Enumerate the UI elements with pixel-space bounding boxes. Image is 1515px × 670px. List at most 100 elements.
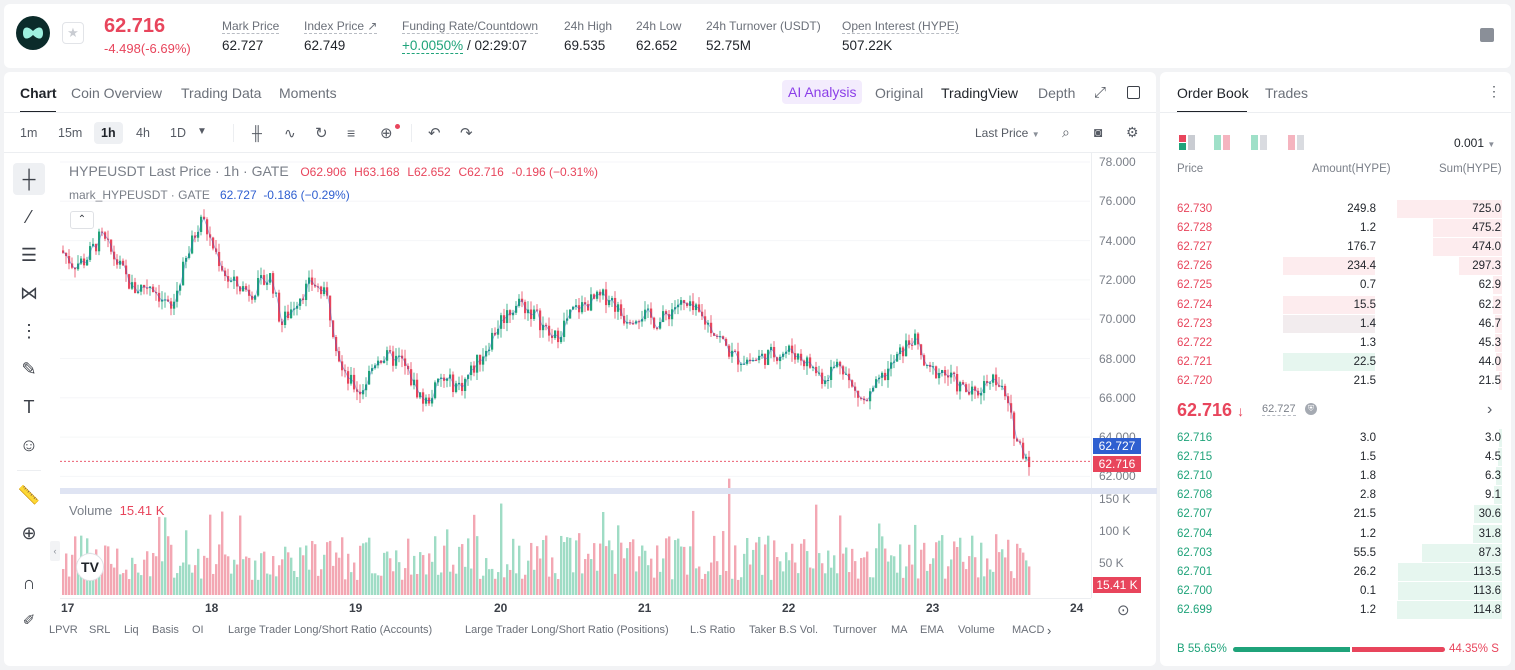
view-asks-only-icon[interactable] (1288, 135, 1305, 150)
ob-expand-chevron-icon[interactable]: › (1487, 401, 1493, 418)
bid-row[interactable]: 62.704 1.2 31.8 (1170, 524, 1502, 543)
volume-bar (290, 557, 293, 595)
ask-row[interactable]: 62.728 1.2 475.2 (1170, 219, 1502, 238)
brush-tool-icon[interactable]: ✎ (21, 359, 37, 379)
template-icon[interactable]: ≡ (347, 125, 356, 141)
trend-line-tool-icon[interactable]: ⁄ (27, 207, 31, 227)
indicator-toggle[interactable]: MACD (1012, 624, 1045, 636)
undo-icon[interactable]: ↶ (428, 125, 441, 142)
compare-icon[interactable]: ↻ (315, 125, 328, 142)
redo-icon[interactable]: ↷ (460, 125, 473, 142)
indicator-scroll-chevron-icon[interactable]: › (1047, 623, 1052, 638)
ask-row[interactable]: 62.724 15.5 62.2 (1170, 295, 1502, 314)
indicators-icon[interactable]: ∿ (284, 125, 296, 141)
indicator-toggle[interactable]: Volume (958, 624, 995, 636)
indicator-toggle[interactable]: Large Trader Long/Short Ratio (Positions… (465, 624, 669, 636)
lock-drawing-tool-icon[interactable]: ✐ (22, 612, 36, 629)
indicator-toggle[interactable]: L.S Ratio (690, 624, 736, 636)
index-price-label[interactable]: Index Price ↗ (304, 19, 378, 34)
settings-gear-icon[interactable]: ⚙ (1126, 124, 1139, 140)
price-source-select[interactable]: Last Price ▼ (975, 126, 1040, 140)
collapse-toolbar-chevron-icon[interactable]: ‹ (50, 541, 60, 561)
tab-moments[interactable]: Moments (279, 85, 337, 101)
indicator-toggle[interactable]: OI (192, 624, 204, 636)
add-indicator-icon[interactable]: ⊕ (380, 125, 393, 142)
indicator-toggle[interactable]: Turnover (833, 624, 877, 636)
bid-row[interactable]: 62.710 1.8 6.3 (1170, 467, 1502, 486)
view-tradingview[interactable]: TradingView (941, 85, 1019, 101)
pane-resize-handle[interactable] (60, 488, 1157, 494)
bid-row[interactable]: 62.708 2.8 9.1 (1170, 486, 1502, 505)
tab-chart[interactable]: Chart (20, 85, 57, 101)
crosshair-tool-icon[interactable]: ┼ (13, 163, 45, 195)
volume-bar (686, 574, 689, 595)
view-depth[interactable]: Depth (1038, 85, 1076, 101)
ob-more-menu-icon[interactable]: ⋮ (1487, 83, 1501, 99)
indicator-toggle[interactable]: EMA (920, 624, 944, 636)
volume-bar (137, 572, 140, 595)
ob-mid-mark[interactable]: 62.727 (1262, 403, 1296, 416)
tf-1d[interactable]: 1D (170, 126, 186, 140)
ask-row[interactable]: 62.723 1.4 46.7 (1170, 314, 1502, 333)
indicator-toggle[interactable]: Large Trader Long/Short Ratio (Accounts) (228, 624, 433, 636)
ruler-tool-icon[interactable]: 📏 (17, 485, 41, 505)
tab-order-book[interactable]: Order Book (1177, 85, 1249, 101)
ask-row[interactable]: 62.725 0.7 62.9 (1170, 276, 1502, 295)
indicator-toggle[interactable]: Taker B.S Vol. (749, 624, 819, 636)
bid-row[interactable]: 62.716 3.0 3.0 (1170, 429, 1502, 447)
ask-row[interactable]: 62.722 1.3 45.3 (1170, 333, 1502, 352)
pattern-tool-icon[interactable]: ⋈ (20, 283, 38, 303)
collapse-legend-button[interactable]: ⌃ (70, 211, 94, 229)
tf-1h[interactable]: 1h (94, 122, 123, 144)
indicator-toggle[interactable]: SRL (89, 624, 111, 636)
guide-book-icon[interactable] (1480, 28, 1494, 42)
ask-row[interactable]: 62.721 22.5 44.0 (1170, 352, 1502, 371)
emoji-tool-icon[interactable]: ☺ (19, 435, 39, 455)
horizontal-lines-tool-icon[interactable]: ☰ (20, 245, 38, 265)
ask-row[interactable]: 62.720 21.5 21.5 (1170, 371, 1502, 390)
indicator-toggle[interactable]: Basis (152, 624, 179, 636)
tab-coin-overview[interactable]: Coin Overview (71, 85, 163, 101)
bid-row[interactable]: 62.707 21.5 30.6 (1170, 505, 1502, 524)
bid-row[interactable]: 62.699 1.2 114.8 (1170, 600, 1502, 619)
favorite-star-icon[interactable]: ★ (62, 22, 84, 44)
tab-trading-data[interactable]: Trading Data (181, 85, 262, 101)
magnet-tool-icon[interactable]: ∩ (22, 573, 36, 593)
search-icon[interactable]: ⌕ (1062, 124, 1070, 140)
tf-1m[interactable]: 1m (20, 126, 38, 140)
tf-dropdown-chevron-icon[interactable]: ▼ (197, 126, 207, 137)
indicator-toggle[interactable]: LPVR (49, 624, 78, 636)
bid-row[interactable]: 62.715 1.5 4.5 (1170, 448, 1502, 467)
tf-4h[interactable]: 4h (136, 126, 150, 140)
fib-tool-icon[interactable]: ⋮ (20, 321, 38, 341)
bid-row[interactable]: 62.700 0.1 113.6 (1170, 581, 1502, 600)
ask-row[interactable]: 62.727 176.7 474.0 (1170, 238, 1502, 257)
view-original[interactable]: Original (875, 85, 924, 101)
ai-analysis-button[interactable]: AI Analysis (782, 80, 863, 104)
mark-info-icon[interactable]: ⛨ (1305, 403, 1317, 415)
window-mode-icon[interactable] (1127, 86, 1140, 99)
price-chart[interactable] (60, 153, 1090, 598)
open-interest-label[interactable]: Open Interest (HYPE) (842, 19, 959, 34)
zoom-in-tool-icon[interactable]: ⊕ (21, 523, 37, 543)
view-both-sides-icon[interactable] (1179, 135, 1196, 150)
tf-15m[interactable]: 15m (58, 126, 83, 140)
funding-rate-label[interactable]: Funding Rate/Countdown (402, 19, 539, 34)
precision-select[interactable]: 0.001 ▼ (1454, 136, 1495, 150)
view-bids-only-icon[interactable] (1251, 135, 1268, 150)
indicator-toggle[interactable]: Liq (124, 624, 139, 636)
bid-row[interactable]: 62.703 55.5 87.3 (1170, 543, 1502, 562)
ask-row[interactable]: 62.726 234.4 297.3 (1170, 257, 1502, 276)
axis-settings-icon[interactable]: ⊙ (1117, 602, 1130, 619)
text-tool-icon[interactable]: T (23, 397, 35, 417)
ask-row[interactable]: 62.730 249.8 725.0 (1170, 200, 1502, 218)
fullscreen-icon[interactable]: ⤢ (1094, 84, 1107, 101)
bid-row[interactable]: 62.701 26.2 113.5 (1170, 562, 1502, 581)
view-split-icon[interactable] (1214, 135, 1231, 150)
volume-bar (281, 559, 284, 595)
screenshot-camera-icon[interactable]: ◙ (1094, 124, 1103, 140)
tab-trades[interactable]: Trades (1265, 85, 1309, 101)
candle-type-icon[interactable]: ╫ (252, 125, 262, 141)
mark-price-label[interactable]: Mark Price (222, 19, 280, 34)
indicator-toggle[interactable]: MA (891, 624, 908, 636)
